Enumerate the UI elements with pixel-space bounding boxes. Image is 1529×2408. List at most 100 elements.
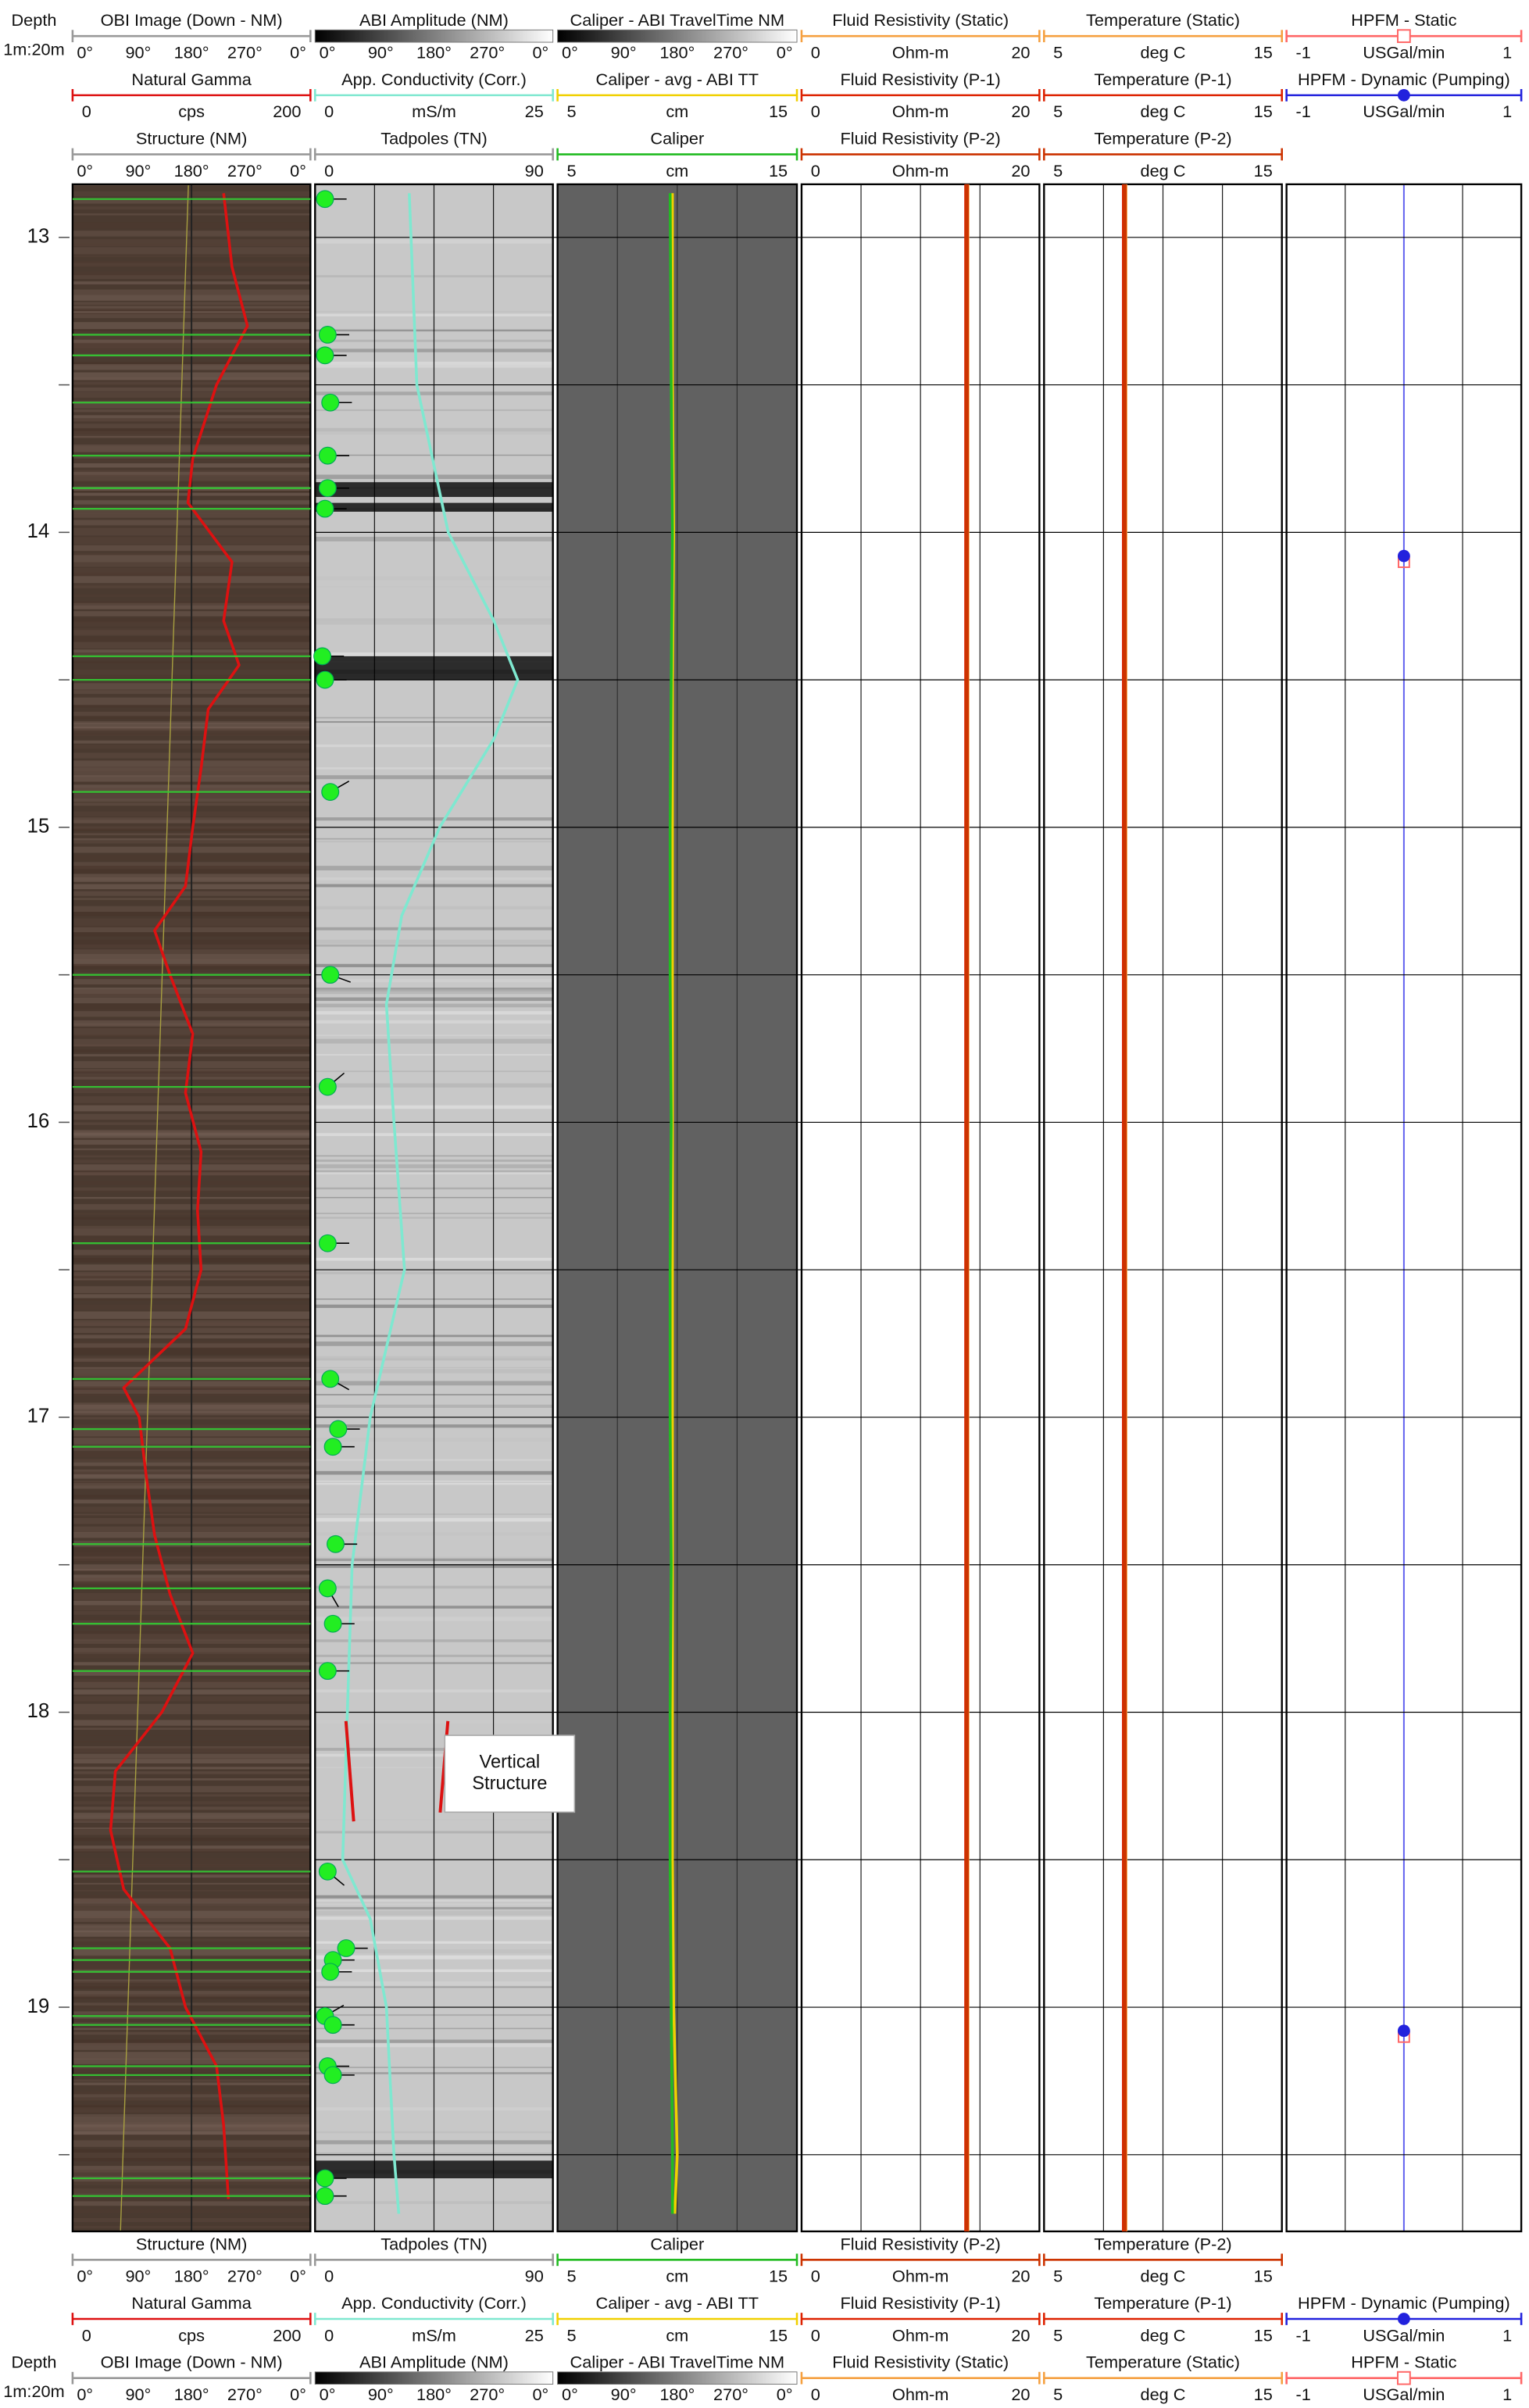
scale-max: 1 <box>1502 2325 1512 2345</box>
header-title: Structure (NM) <box>136 2234 247 2253</box>
header-title: Temperature (Static) <box>1086 10 1240 30</box>
tadpole <box>321 393 340 412</box>
tadpole <box>323 2016 342 2035</box>
scale-min: 0 <box>811 2385 820 2404</box>
scale-label: 270° <box>227 2267 263 2286</box>
scale-label: 90° <box>611 2385 637 2404</box>
header-title: Temperature (P-2) <box>1094 2234 1231 2253</box>
tadpole <box>316 346 334 365</box>
header-title: Natural Gamma <box>131 70 252 89</box>
scale-unit: deg C <box>1141 2385 1186 2404</box>
scale-max: 15 <box>1254 43 1273 63</box>
scale-min: 0 <box>324 2267 334 2286</box>
header-title: Temperature (P-2) <box>1094 129 1231 148</box>
header-title: Fluid Resistivity (P-2) <box>841 129 1001 148</box>
curve <box>668 193 674 2214</box>
scale-min: 0 <box>324 102 334 121</box>
scale-min: 0 <box>811 2325 820 2345</box>
legend-marker <box>1397 89 1410 102</box>
tadpole <box>316 2187 334 2206</box>
legend-marker <box>1397 2313 1410 2325</box>
depth-label: 16 <box>27 1110 50 1132</box>
scale-label: 90° <box>125 2385 151 2404</box>
scale-label: 90° <box>125 2267 151 2286</box>
scale-label: 180° <box>416 43 452 63</box>
tadpole <box>318 1662 337 1681</box>
curve <box>109 193 249 2199</box>
header-title: Temperature (P-1) <box>1094 2293 1231 2313</box>
scale-label: 180° <box>659 2385 695 2404</box>
scale-label: 180° <box>174 43 209 63</box>
scale-label: 270° <box>227 161 263 180</box>
header-title: Fluid Resistivity (Static) <box>832 10 1009 30</box>
scale-label: 0° <box>532 2385 548 2404</box>
scale-unit: deg C <box>1141 161 1186 180</box>
header-title: Tadpoles (TN) <box>380 129 487 148</box>
scale-label: 0° <box>290 161 306 180</box>
color-scale <box>557 2371 798 2385</box>
tadpole <box>321 1963 340 1981</box>
legend-marker <box>1396 29 1411 44</box>
scale-min: 5 <box>566 2325 576 2345</box>
scale-max: 20 <box>1011 43 1030 63</box>
header-title: Caliper - avg - ABI TT <box>596 2293 759 2313</box>
scale-unit: cps <box>178 102 205 121</box>
tadpole <box>329 1420 348 1438</box>
scale-min: 0 <box>811 2267 820 2286</box>
scale-unit: mS/m <box>412 102 456 121</box>
scale-unit: cm <box>666 161 688 180</box>
tadpole <box>323 1614 342 1633</box>
scale-max: 15 <box>769 161 788 180</box>
tadpole <box>318 1234 337 1252</box>
scale-unit: deg C <box>1141 2267 1186 2286</box>
scale-label: 270° <box>713 43 748 63</box>
scale-label: 0° <box>290 43 306 63</box>
tadpole <box>316 670 334 689</box>
header-title: ABI Amplitude (NM) <box>359 2353 509 2372</box>
tadpole <box>318 446 337 465</box>
header-title: Fluid Resistivity (Static) <box>832 2353 1009 2372</box>
scale-label: 270° <box>470 2385 505 2404</box>
scale-unit: mS/m <box>412 2325 456 2345</box>
track-border <box>1285 183 1523 2233</box>
scale-max: 25 <box>525 102 544 121</box>
header-title: Tadpoles (TN) <box>380 2234 487 2253</box>
tadpole <box>316 190 334 209</box>
scale-min: 5 <box>1053 2267 1063 2286</box>
color-scale <box>557 29 798 43</box>
structure-mark <box>344 1720 355 1822</box>
scale-label: 0° <box>562 2385 578 2404</box>
tadpole <box>321 966 340 984</box>
scale-unit: USGal/min <box>1363 43 1445 63</box>
image-trace <box>120 184 189 2231</box>
scale-label: 90° <box>368 2385 394 2404</box>
scale-max: 20 <box>1011 2267 1030 2286</box>
annotation: Structure <box>472 1774 547 1794</box>
scale-label: 0° <box>290 2385 306 2404</box>
scale-max: 90 <box>525 161 544 180</box>
depth-label: 13 <box>27 226 50 248</box>
scale-label: 0° <box>562 43 578 63</box>
scale-unit: deg C <box>1141 102 1186 121</box>
scale-min: -1 <box>1296 2385 1311 2404</box>
scale-unit: deg C <box>1141 2325 1186 2345</box>
scale-min: 5 <box>1053 102 1063 121</box>
header-title: Caliper - avg - ABI TT <box>596 70 759 89</box>
track-border <box>71 183 312 2233</box>
scale-max: 15 <box>769 2325 788 2345</box>
depth-scale: 1m:20m <box>3 2381 65 2401</box>
tadpole <box>316 2169 334 2188</box>
depth-label: 18 <box>27 1700 50 1722</box>
header-title: Temperature (Static) <box>1086 2353 1240 2372</box>
header-title: HPFM - Dynamic (Pumping) <box>1298 70 1510 89</box>
color-scale <box>314 2371 554 2385</box>
scale-max: 20 <box>1011 161 1030 180</box>
scale-unit: cm <box>666 102 688 121</box>
legend-marker <box>1396 2370 1411 2385</box>
tadpole <box>323 1438 342 1456</box>
depth-title: Depth <box>11 2353 56 2372</box>
header-title: HPFM - Static <box>1351 2353 1456 2372</box>
scale-max: 15 <box>1254 2385 1273 2404</box>
scale-label: 0° <box>777 43 793 63</box>
scale-max: 15 <box>1254 2325 1273 2345</box>
